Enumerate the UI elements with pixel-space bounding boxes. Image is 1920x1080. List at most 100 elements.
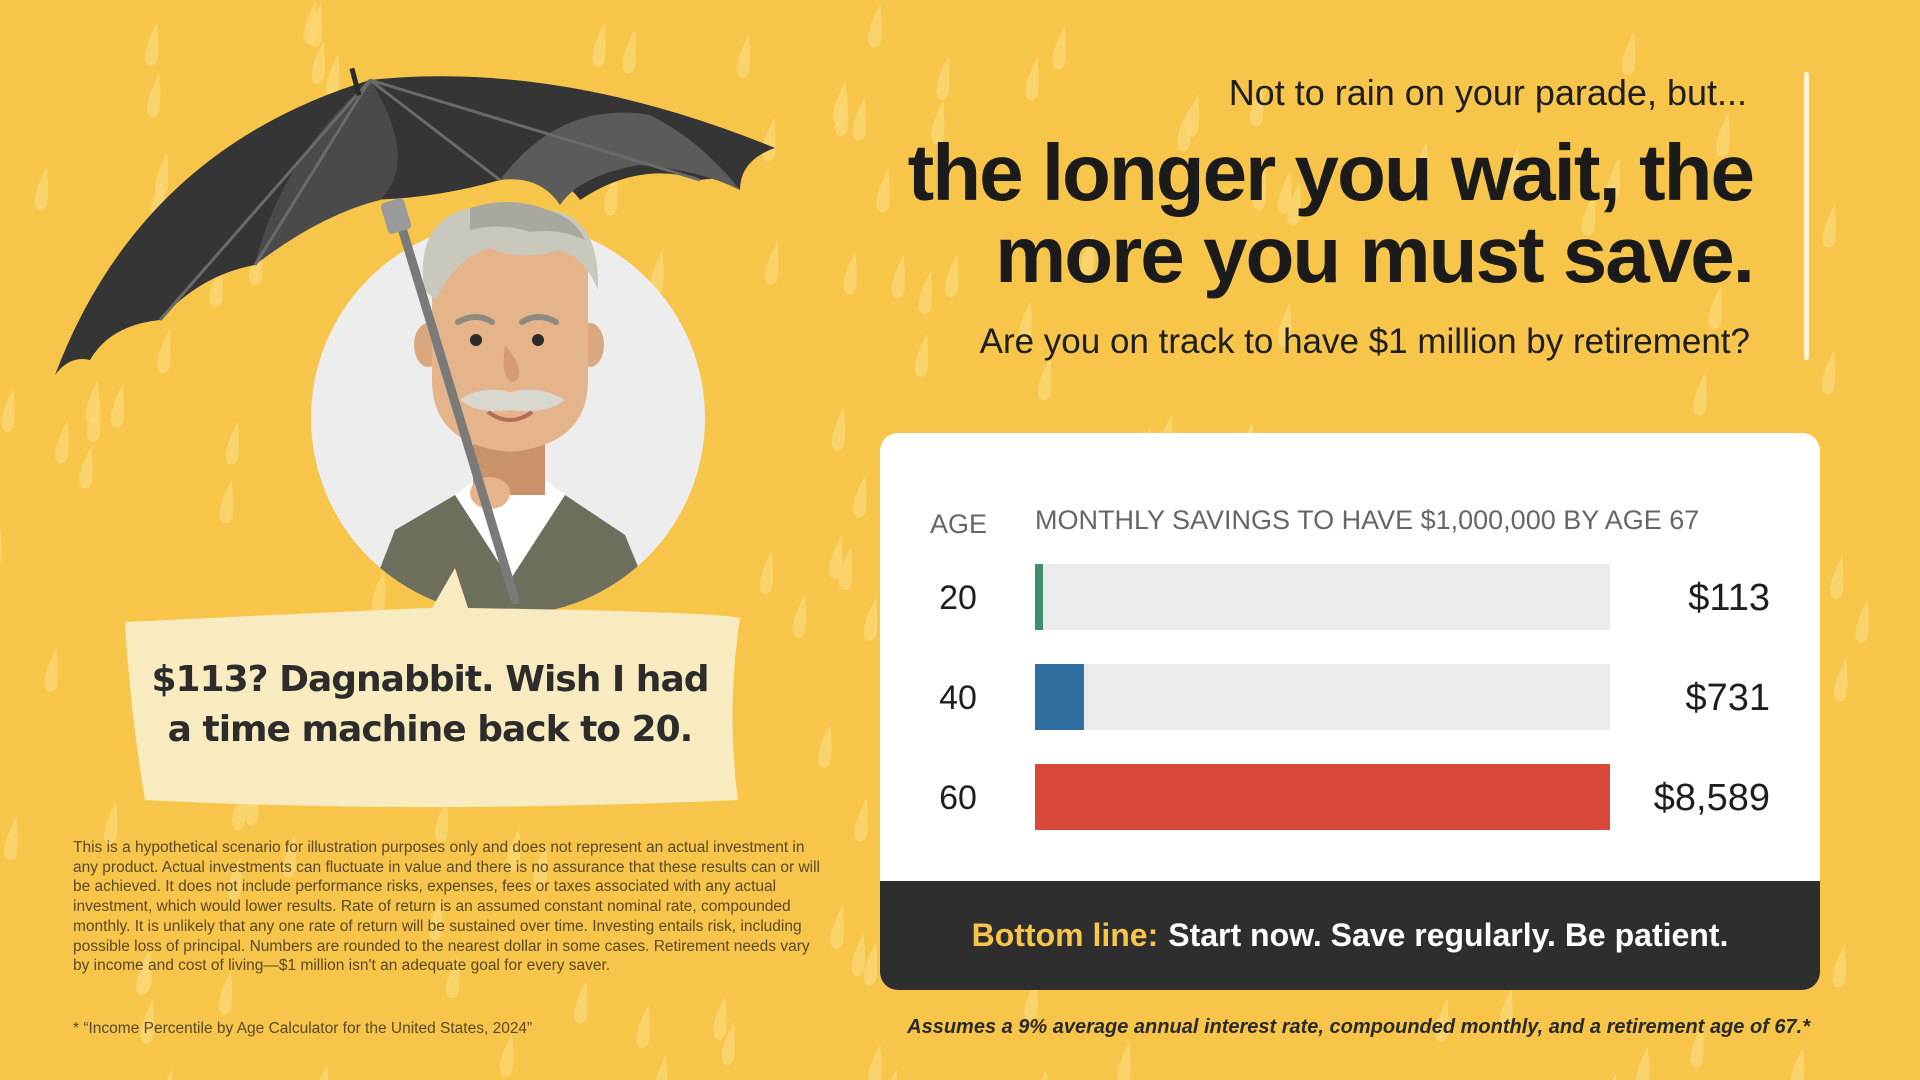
raindrop [817,724,832,768]
raindrop [1249,82,1264,127]
raindrop [144,22,159,67]
raindrop [135,951,150,996]
raindrop [1435,998,1449,1042]
raindrop [1621,31,1636,75]
mustache [460,389,565,412]
raindrop [1117,1041,1131,1080]
raindrop [371,569,386,614]
savings-value-label: $731 [1685,677,1770,719]
savings-column-header: MONTHLY SAVINGS TO HAVE $1,000,000 BY AG… [1035,505,1699,535]
raindrop [1277,303,1292,347]
eye-right [532,334,544,346]
age-label: 40 [939,679,977,717]
raindrop [1018,301,1032,345]
age-label: 60 [939,779,977,817]
raindrop [1635,1045,1650,1080]
headline-accent-bar [1804,72,1809,360]
raindrop [3,816,18,861]
bubble-line-2: a time machine back to 20. [167,709,694,750]
raindrop [428,896,443,941]
umbrella-tip [349,67,362,97]
footnote-text: * “Income Percentile by Age Calculator f… [73,1020,533,1037]
raindrop [736,34,751,78]
raindrop [157,329,171,374]
raindrop [1603,1074,1618,1080]
raindrop [55,420,69,464]
raindrop [650,250,664,294]
umbrella-rib [158,78,701,321]
savings-bar [1035,664,1084,730]
raindrop [1822,204,1837,248]
raindrop [1052,26,1066,70]
raindrop [1693,372,1707,416]
raindrop [1505,147,1520,192]
headline-title: the longer you wait, the more you must s… [753,132,1755,296]
umbrella-panel [255,80,398,265]
raindrop [712,996,727,1040]
raindrop [219,479,234,524]
raindrop [944,253,959,298]
raindrop [325,54,340,98]
raindrop [1025,56,1039,101]
raindrop [34,166,49,211]
raindrop [154,152,169,197]
raindrop [884,1069,898,1080]
raindrop [891,254,905,299]
raindrop [574,980,588,1024]
raindrop [1037,356,1052,401]
raindrop [1790,1047,1805,1080]
raindrop [103,800,118,845]
raindrop [1499,987,1513,1032]
raindrop [1832,944,1846,988]
raindrop [44,648,58,692]
savings-bar-chart: AGE MONTHLY SAVINGS TO HAVE $1,000,000 BY… [930,505,1770,830]
savings-card: AGE MONTHLY SAVINGS TO HAVE $1,000,000 BY… [880,433,1820,990]
raindrop [868,3,882,48]
raindrop [1252,166,1267,210]
raindrop [792,594,807,638]
raindrop [721,1021,736,1066]
raindrop [1034,1069,1048,1080]
raindrop [853,474,867,518]
raindrop [1716,113,1730,157]
bubble-line-1: $113? Dagnabbit. Wish I had [151,659,709,700]
raindrop [314,1064,329,1080]
raindrop [282,834,297,879]
raindrop [218,970,233,1015]
raindrop [936,56,950,100]
brow-left [455,314,495,325]
raindrop [1690,1023,1704,1068]
umbrella-shaft [390,200,520,605]
raindrop [1287,182,1301,226]
bar-track [1035,564,1610,630]
raindrop [829,535,843,579]
savings-value-label: $8,589 [1654,777,1770,819]
raindrop [308,3,323,47]
raindrop [653,1055,668,1080]
raindrop [1581,192,1596,237]
raindrop [1708,285,1722,330]
disclaimer-text: This is a hypothetical scenario for illu… [73,839,820,975]
nose [503,345,520,382]
raindrop [1855,599,1869,643]
savings-bar [1035,764,1610,830]
raindrop [434,799,449,843]
raindrop [843,251,857,295]
umbrella-panel [500,112,740,205]
speech-bubble [125,568,740,807]
raindrop [636,1004,650,1049]
raindrop [311,40,326,84]
raindrop [834,93,849,137]
raindrop [159,1069,173,1080]
age-column-header: AGE [930,509,987,539]
raindrop [1821,350,1836,395]
raindrop [622,29,636,74]
raindrop [603,172,618,216]
raindrop [1829,555,1844,600]
raindrop [79,445,93,489]
raindrop [759,550,774,595]
bottom-line-label: Bottom line: [971,917,1159,953]
raindrop [876,169,890,213]
hair-shadow [470,201,585,240]
raindrop [852,97,866,141]
